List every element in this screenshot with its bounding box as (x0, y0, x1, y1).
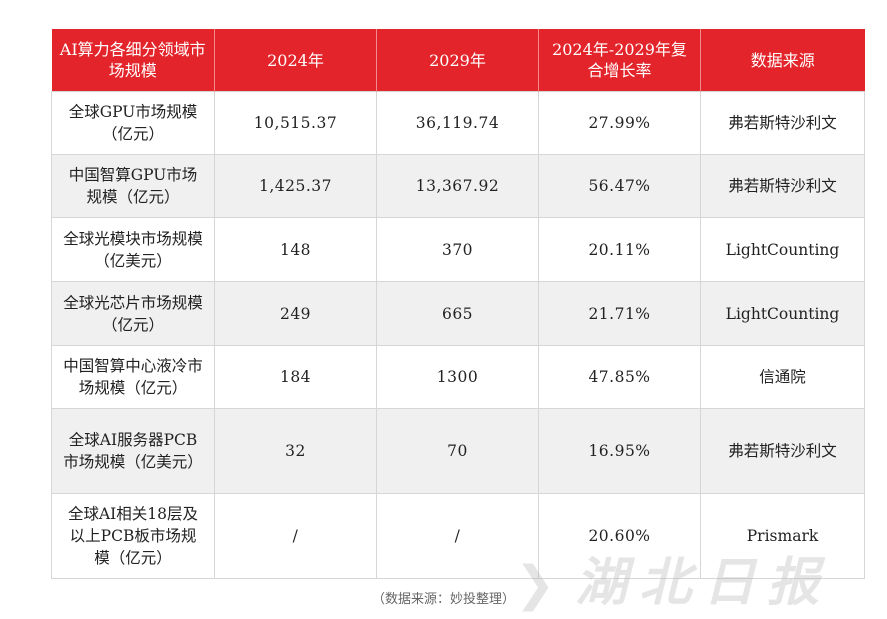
value-source: 弗若斯特沙利文 (700, 408, 865, 494)
row-label: 全球GPU市场规模（亿元） (51, 91, 215, 155)
value-2024: 32 (214, 408, 377, 494)
value-source: 弗若斯特沙利文 (700, 154, 865, 218)
row-label: 中国智算GPU市场规模（亿元） (51, 154, 215, 218)
value-cagr: 21.71% (538, 281, 701, 346)
row-label: 全球AI服务器PCB市场规模（亿美元） (51, 408, 215, 494)
value-source: LightCounting (700, 281, 865, 346)
row-label: 全球光模块市场规模（亿美元） (51, 217, 215, 282)
header-source: 数据来源 (700, 29, 865, 92)
table-row: 全球AI服务器PCB市场规模（亿美元） 32 70 16.95% 弗若斯特沙利文 (51, 408, 865, 494)
data-table-container: AI算力各细分领域市场规模 2024年 2029年 2024年-2029年复合增… (51, 29, 865, 579)
value-2029: 70 (376, 408, 539, 494)
value-2024: 184 (214, 345, 377, 409)
value-2024: 148 (214, 217, 377, 282)
value-2024: 1,425.37 (214, 154, 377, 218)
row-label: 中国智算中心液冷市场规模（亿元） (51, 345, 215, 409)
value-source: Prismark (700, 493, 865, 579)
value-2029: 13,367.92 (376, 154, 539, 218)
value-2024: 10,515.37 (214, 91, 377, 155)
row-label: 全球AI相关18层及以上PCB板市场规模（亿元） (51, 493, 215, 579)
table-row: 全球GPU市场规模（亿元） 10,515.37 36,119.74 27.99%… (51, 91, 865, 155)
value-cagr: 20.60% (538, 493, 701, 579)
value-cagr: 47.85% (538, 345, 701, 409)
table-row: 全球AI相关18层及以上PCB板市场规模（亿元） / / 20.60% Pris… (51, 493, 865, 579)
row-label: 全球光芯片市场规模（亿元） (51, 281, 215, 346)
header-cagr: 2024年-2029年复合增长率 (538, 29, 701, 92)
header-2029: 2029年 (376, 29, 539, 92)
value-source: LightCounting (700, 217, 865, 282)
header-segment: AI算力各细分领域市场规模 (51, 29, 215, 92)
value-cagr: 56.47% (538, 154, 701, 218)
value-cagr: 20.11% (538, 217, 701, 282)
value-2029: 1300 (376, 345, 539, 409)
value-source: 弗若斯特沙利文 (700, 91, 865, 155)
table-header-row: AI算力各细分领域市场规模 2024年 2029年 2024年-2029年复合增… (51, 29, 865, 92)
market-size-table: AI算力各细分领域市场规模 2024年 2029年 2024年-2029年复合增… (51, 29, 865, 579)
value-2029: 36,119.74 (376, 91, 539, 155)
source-caption: （数据来源：妙投整理） (371, 592, 515, 607)
value-2029: / (376, 493, 539, 579)
value-source: 信通院 (700, 345, 865, 409)
value-cagr: 16.95% (538, 408, 701, 494)
header-2024: 2024年 (214, 29, 377, 92)
value-2029: 665 (376, 281, 539, 346)
value-2029: 370 (376, 217, 539, 282)
table-row: 全球光芯片市场规模（亿元） 249 665 21.71% LightCounti… (51, 281, 865, 346)
value-cagr: 27.99% (538, 91, 701, 155)
value-2024: / (214, 493, 377, 579)
table-row: 中国智算中心液冷市场规模（亿元） 184 1300 47.85% 信通院 (51, 345, 865, 409)
table-row: 中国智算GPU市场规模（亿元） 1,425.37 13,367.92 56.47… (51, 154, 865, 218)
table-row: 全球光模块市场规模（亿美元） 148 370 20.11% LightCount… (51, 217, 865, 282)
value-2024: 249 (214, 281, 377, 346)
